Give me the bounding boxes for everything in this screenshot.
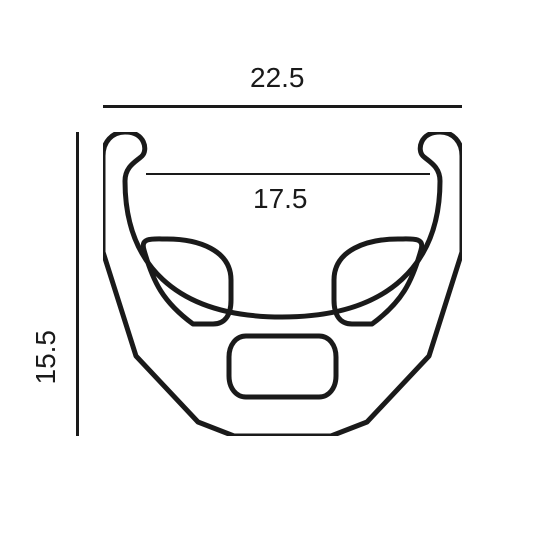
diagram-canvas: 22.5 17.5 15.5 xyxy=(0,0,535,535)
height-line xyxy=(76,132,79,436)
height-label: 15.5 xyxy=(30,330,62,385)
outer-width-line xyxy=(103,105,462,108)
rim-profile xyxy=(103,132,462,436)
outer-width-label: 22.5 xyxy=(250,62,305,94)
